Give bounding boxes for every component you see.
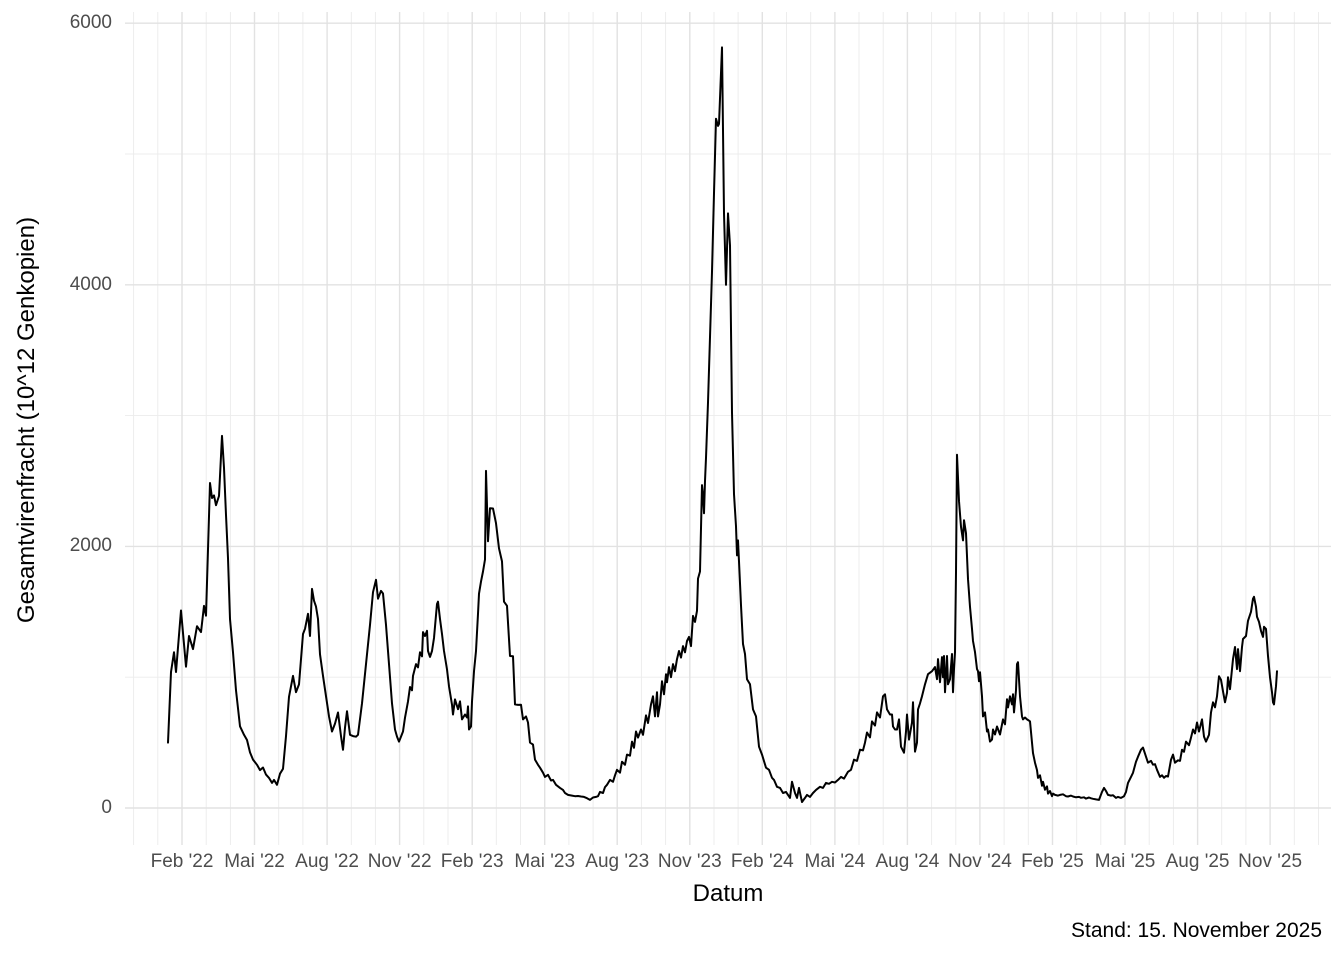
x-axis-title: Datum	[692, 880, 764, 907]
x-tick-label: Aug '23	[585, 851, 650, 872]
x-tick-label: Mai '22	[224, 851, 285, 872]
gridlines-minor	[125, 12, 1331, 845]
y-tick-label: 4000	[69, 273, 112, 295]
x-tick-label: Feb '24	[730, 851, 794, 872]
y-tick-label: 2000	[69, 535, 112, 557]
x-tick-label: Aug '25	[1165, 851, 1230, 872]
gridlines-major	[125, 12, 1331, 845]
y-tick-label: 6000	[69, 12, 112, 34]
y-tick-label: 0	[101, 797, 112, 818]
virus-load-line	[167, 46, 1278, 803]
x-tick-label: Nov '22	[367, 851, 432, 872]
x-tick-label: Mai '25	[1094, 851, 1156, 872]
x-tick-label: Aug '22	[295, 851, 360, 872]
x-tick-label: Nov '23	[657, 851, 722, 872]
x-tick-label: Feb '22	[150, 851, 214, 872]
x-tick-label: Nov '24	[948, 851, 1012, 872]
caption: Stand: 15. November 2025	[1071, 919, 1322, 942]
x-tick-label: Nov '25	[1238, 851, 1303, 872]
x-tick-label: Feb '25	[1021, 851, 1084, 872]
x-tick-label: Mai '23	[514, 851, 576, 872]
x-tick-label: Aug '24	[875, 851, 940, 872]
y-axis-title: Gesamtvirenfracht (10^12 Genkopien)	[13, 216, 40, 624]
x-tick-label: Mai '24	[804, 851, 866, 872]
x-tick-label: Feb '23	[440, 851, 504, 872]
